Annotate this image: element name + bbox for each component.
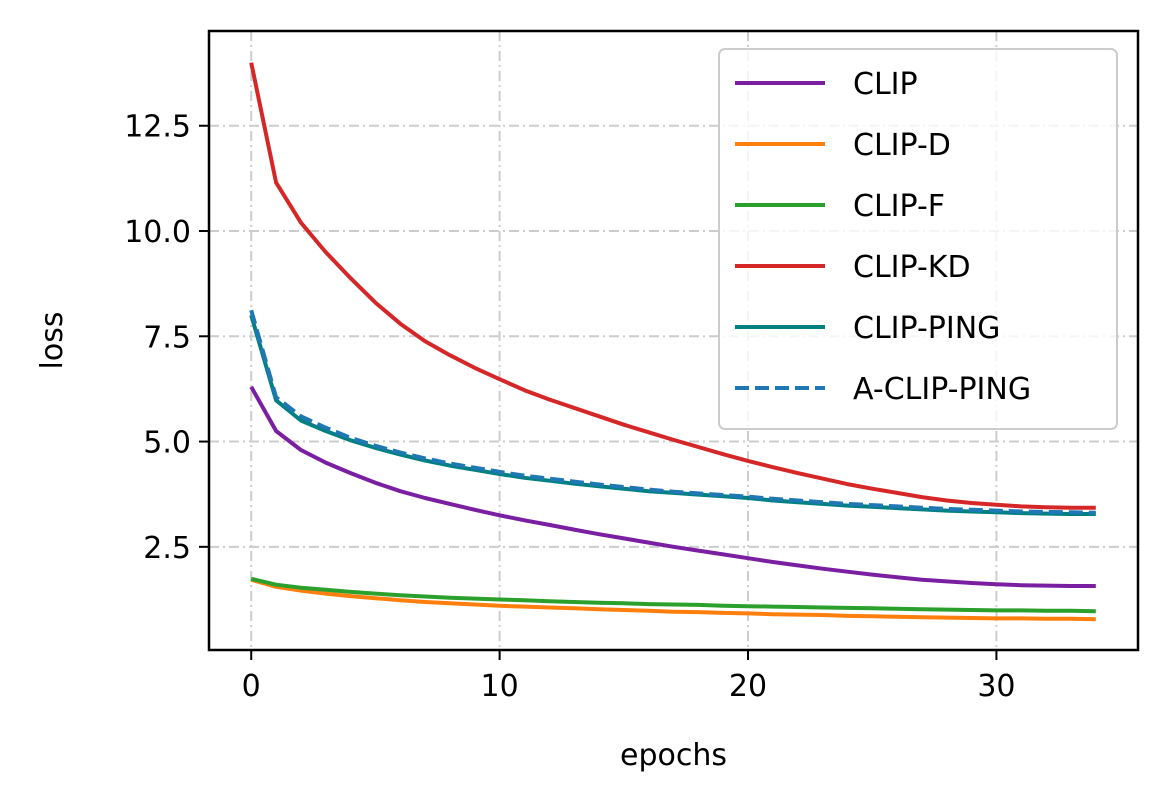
legend: CLIP CLIP-D CLIP-F CLIP-KD CLIP-PING A-CLIP-P… bbox=[718, 48, 1118, 430]
x-axis-ticks: 0 10 20 30 bbox=[242, 650, 1016, 704]
legend-entry-label: CLIP bbox=[853, 67, 918, 102]
x-tick-label: 20 bbox=[729, 669, 767, 704]
series-line-clip-kd bbox=[249, 62, 1096, 510]
plot-frame bbox=[207, 29, 1140, 652]
legend-entry-label: CLIP-PING bbox=[853, 311, 1000, 346]
legend-entry-label: CLIP-KD bbox=[853, 250, 971, 285]
y-axis-ticks: 2.5 5.0 7.5 10.0 12.5 bbox=[124, 110, 209, 566]
series-line-clip-d bbox=[250, 577, 1096, 622]
series-line-clip-f bbox=[250, 576, 1096, 614]
x-tick-label: 10 bbox=[481, 669, 519, 704]
y-axis-label: loss bbox=[35, 312, 70, 370]
x-tick-label: 0 bbox=[242, 669, 261, 704]
y-tick-label: 12.5 bbox=[124, 110, 191, 145]
y-tick-label: 2.5 bbox=[143, 531, 191, 566]
legend-entry-label: A-CLIP-PING bbox=[853, 372, 1031, 407]
series-line-clip bbox=[249, 385, 1096, 588]
legend-entry-label: CLIP-D bbox=[853, 128, 951, 163]
series-group bbox=[249, 62, 1096, 622]
y-tick-label: 7.5 bbox=[143, 320, 191, 355]
x-tick-label: 30 bbox=[977, 669, 1015, 704]
x-axis-label: epochs bbox=[620, 738, 727, 773]
series-line-a-clip-ping bbox=[249, 309, 1096, 515]
y-tick-label: 10.0 bbox=[124, 215, 191, 250]
y-tick-label: 5.0 bbox=[143, 426, 191, 461]
legend-entry-label: CLIP-F bbox=[853, 189, 945, 224]
